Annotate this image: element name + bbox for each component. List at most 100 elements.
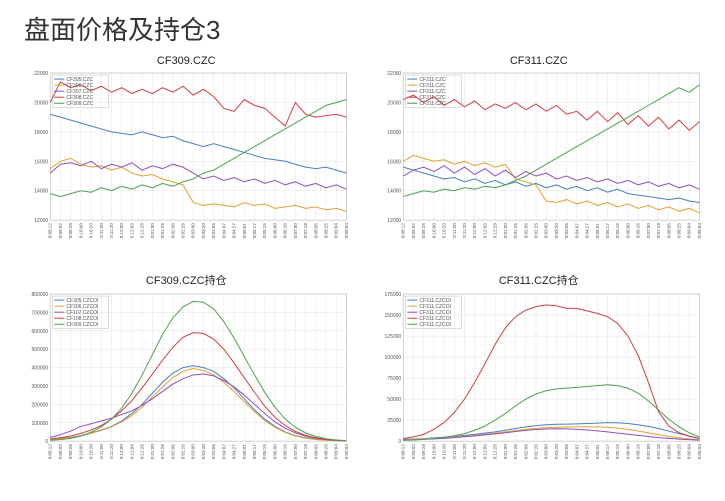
svg-text:400000: 400000 <box>31 366 48 372</box>
svg-text:0:12:00: 0:12:00 <box>119 444 124 460</box>
svg-text:0:12:28: 0:12:28 <box>140 444 145 460</box>
svg-text:0:10:20: 0:10:20 <box>441 444 446 460</box>
svg-text:0:02:26: 0:02:26 <box>533 444 538 460</box>
svg-text:600000: 600000 <box>31 329 48 335</box>
svg-text:CF311.CZC: CF311.CZC <box>419 101 446 107</box>
svg-text:0:08:12: 0:08:12 <box>48 223 53 239</box>
svg-text:0:05:17: 0:05:17 <box>605 444 610 460</box>
svg-text:0:11:00: 0:11:00 <box>451 444 456 459</box>
svg-text:0:07:00: 0:07:00 <box>645 223 650 239</box>
svg-text:12000: 12000 <box>387 218 401 224</box>
svg-text:0:09:04: 0:09:04 <box>696 444 701 460</box>
svg-text:0:02:26: 0:02:26 <box>533 223 538 239</box>
svg-text:0:09:04: 0:09:04 <box>686 444 691 460</box>
svg-text:0:12:09: 0:12:09 <box>129 223 134 239</box>
svg-text:22000: 22000 <box>387 71 401 77</box>
svg-text:500000: 500000 <box>31 348 48 354</box>
svg-text:75000: 75000 <box>387 377 401 383</box>
svg-text:0:02:06: 0:02:06 <box>523 444 528 460</box>
svg-text:0:09:28: 0:09:28 <box>68 223 73 239</box>
svg-text:0:01:00: 0:01:00 <box>502 223 507 239</box>
svg-text:CF309.CZCOI: CF309.CZCOI <box>66 323 98 329</box>
svg-text:0:08:05: 0:08:05 <box>666 223 671 239</box>
svg-text:0:09:28: 0:09:28 <box>68 444 73 460</box>
svg-text:0:06:00: 0:06:00 <box>625 223 630 239</box>
svg-text:0:05:01: 0:05:01 <box>242 444 247 460</box>
svg-text:0:09:28: 0:09:28 <box>421 223 426 239</box>
svg-text:0:05:17: 0:05:17 <box>605 223 610 239</box>
svg-text:16000: 16000 <box>34 159 48 165</box>
chart-cf309-position: CF309.CZC持仓 0100000200000300000400000500… <box>20 272 353 481</box>
svg-text:0:06:16: 0:06:16 <box>635 223 640 239</box>
svg-text:0:07:00: 0:07:00 <box>293 444 298 460</box>
svg-text:0:12:09: 0:12:09 <box>482 223 487 239</box>
svg-text:175000: 175000 <box>384 292 401 298</box>
svg-text:0:02:06: 0:02:06 <box>523 223 528 239</box>
svg-text:0:05:19: 0:05:19 <box>262 444 267 460</box>
svg-text:0:08:05: 0:08:05 <box>666 444 671 460</box>
svg-text:0:05:19: 0:05:19 <box>262 223 267 239</box>
svg-text:0:06:16: 0:06:16 <box>283 223 288 239</box>
page-title: 盘面价格及持仓3 <box>24 10 705 47</box>
svg-text:0:02:26: 0:02:26 <box>181 223 186 239</box>
svg-text:0:05:01: 0:05:01 <box>242 223 247 239</box>
svg-text:18000: 18000 <box>387 130 401 136</box>
svg-text:0:08:25: 0:08:25 <box>676 444 681 460</box>
svg-text:0:12:00: 0:12:00 <box>472 223 477 239</box>
svg-text:50000: 50000 <box>387 398 401 404</box>
svg-text:0:01:00: 0:01:00 <box>150 223 155 239</box>
svg-text:0:06:16: 0:06:16 <box>283 444 288 460</box>
svg-text:0:06:00: 0:06:00 <box>272 223 277 239</box>
svg-text:0:12:28: 0:12:28 <box>492 444 497 460</box>
svg-text:0:05:19: 0:05:19 <box>615 444 620 460</box>
svg-text:0:09:04: 0:09:04 <box>334 444 339 460</box>
svg-text:0:11:00: 0:11:00 <box>451 223 456 238</box>
svg-text:0:07:18: 0:07:18 <box>656 223 661 239</box>
svg-text:0:03:20: 0:03:20 <box>201 444 206 460</box>
svg-text:0:04:27: 0:04:27 <box>584 444 589 460</box>
svg-text:0:01:26: 0:01:26 <box>160 444 165 460</box>
svg-text:0:03:06: 0:03:06 <box>564 223 569 239</box>
svg-text:0:09:02: 0:09:02 <box>58 223 63 239</box>
svg-text:100000: 100000 <box>31 421 48 427</box>
svg-text:0:08:12: 0:08:12 <box>400 223 405 239</box>
svg-text:0:11:20: 0:11:20 <box>462 223 467 238</box>
svg-text:0:12:09: 0:12:09 <box>129 444 134 460</box>
svg-text:0:04:07: 0:04:07 <box>574 444 579 460</box>
svg-text:CF309.CZC: CF309.CZC <box>66 101 93 107</box>
svg-text:0:03:20: 0:03:20 <box>201 223 206 239</box>
svg-text:25000: 25000 <box>387 419 401 425</box>
svg-text:20000: 20000 <box>387 100 401 106</box>
svg-text:0:04:07: 0:04:07 <box>221 223 226 239</box>
chart-grid: CF309.CZC 12000 14000 16000 18000 20000 22000… <box>20 55 705 482</box>
svg-text:0:08:05: 0:08:05 <box>313 444 318 460</box>
svg-text:0:12:09: 0:12:09 <box>482 444 487 460</box>
svg-text:0:01:00: 0:01:00 <box>150 444 155 460</box>
svg-text:0:03:20: 0:03:20 <box>553 223 558 239</box>
svg-text:0:12:00: 0:12:00 <box>472 444 477 460</box>
svg-text:0:01:26: 0:01:26 <box>513 223 518 239</box>
svg-text:0:11:20: 0:11:20 <box>109 444 114 459</box>
svg-text:0:09:28: 0:09:28 <box>421 444 426 460</box>
svg-text:14000: 14000 <box>34 189 48 195</box>
svg-text:0:03:00: 0:03:00 <box>191 223 196 239</box>
svg-text:0:09:02: 0:09:02 <box>410 223 415 239</box>
svg-text:CF311.CZCOI: CF311.CZCOI <box>419 323 451 329</box>
svg-text:0:09:04: 0:09:04 <box>334 223 339 239</box>
svg-text:0:03:06: 0:03:06 <box>564 444 569 460</box>
svg-text:0:10:20: 0:10:20 <box>441 223 446 239</box>
svg-text:0:05:17: 0:05:17 <box>252 444 257 460</box>
svg-text:0:10:00: 0:10:00 <box>78 444 83 460</box>
svg-text:0:09:04: 0:09:04 <box>344 223 349 239</box>
svg-text:0:02:06: 0:02:06 <box>170 444 175 460</box>
svg-text:14000: 14000 <box>387 189 401 195</box>
svg-text:0:03:00: 0:03:00 <box>191 444 196 460</box>
svg-text:0:03:00: 0:03:00 <box>543 223 548 239</box>
svg-text:0:02:06: 0:02:06 <box>170 223 175 239</box>
svg-text:0:08:05: 0:08:05 <box>313 223 318 239</box>
svg-text:0:04:27: 0:04:27 <box>584 223 589 239</box>
svg-text:22000: 22000 <box>34 71 48 77</box>
svg-text:0:09:04: 0:09:04 <box>344 444 349 460</box>
svg-text:0:07:00: 0:07:00 <box>645 444 650 460</box>
svg-text:0:04:07: 0:04:07 <box>574 223 579 239</box>
